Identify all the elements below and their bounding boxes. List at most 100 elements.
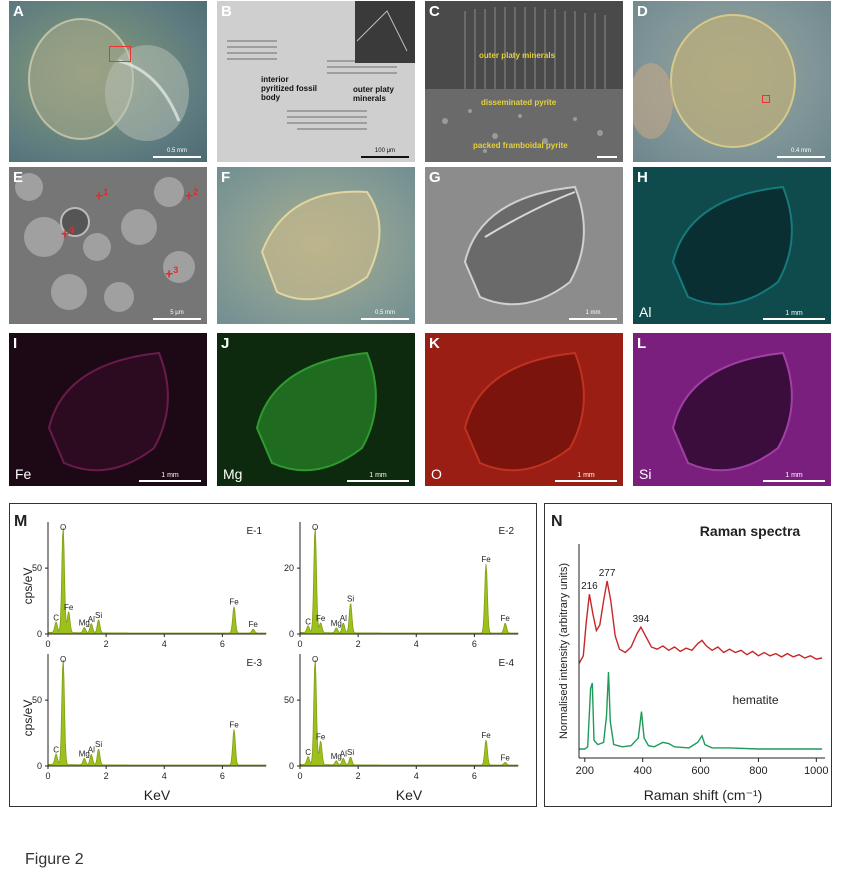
x-tick-label: 200	[576, 765, 594, 777]
x-tick-label: 400	[633, 765, 651, 777]
sample-spectrum-line	[578, 580, 823, 664]
panel-label-n: N	[551, 513, 563, 530]
peak-label: Fe	[316, 732, 326, 741]
peak-label: Mg	[331, 752, 342, 761]
peak-label: Al	[88, 615, 95, 624]
scale-bar: 1 mm	[763, 310, 825, 320]
panel-c: C outer platy minerals disseminated pyri…	[425, 1, 623, 162]
annotation-interior: interior pyritized fossil body	[261, 75, 318, 102]
sem-image-g	[425, 167, 623, 324]
raman-spectra-chart: N Raman spectra 216 277 394 hematite 200 400 600…	[544, 503, 832, 807]
x-axis-label: Raman shift (cm⁻¹)	[644, 787, 763, 803]
y-tick-label: 0	[289, 761, 294, 771]
panel-label-i: I	[13, 335, 18, 352]
panel-label-f: F	[221, 169, 231, 186]
panel-label-e: E	[13, 169, 24, 186]
peak-label: 277	[599, 568, 616, 579]
scale-bar: 1 mm	[139, 472, 201, 482]
peak-label: Fe	[501, 753, 511, 762]
panel-d: D 0.4 mm	[633, 1, 831, 162]
panel-k: K O 1 mm	[425, 333, 623, 486]
peak-label: Fe	[501, 614, 511, 623]
element-label: Al	[639, 304, 652, 320]
peak-label: C	[53, 613, 59, 622]
x-tick-label: 2	[356, 771, 361, 781]
peak-label: Al	[88, 745, 95, 754]
eds-spectra-chart: M 0 50 0 2 4 6 E-1 C O Fe Mg Al Si Fe Fe 0 20 0 2 4 6 E-2 C O Fe M…	[9, 503, 537, 807]
y-tick-label: 0	[37, 761, 42, 771]
eds-spectrum-area	[47, 659, 267, 767]
panel-g: G 1 mm	[425, 167, 623, 324]
scale-bar: 0.5 mm	[153, 148, 201, 158]
panel-label-g: G	[429, 169, 441, 186]
x-tick-label: 2	[104, 771, 109, 781]
fossil-photo-d	[633, 14, 796, 148]
y-tick-label: 50	[284, 695, 294, 705]
peak-label: O	[60, 655, 66, 664]
panel-label-d: D	[637, 3, 648, 20]
peak-label: Fe	[316, 614, 326, 623]
scale-bar: 1 mm	[569, 310, 617, 320]
x-tick-label: 1000	[804, 765, 828, 777]
scale-bar: 0.5 mm	[361, 310, 409, 320]
fossil-photo-a	[28, 18, 189, 141]
panel-label-k: K	[429, 335, 440, 352]
eds-map-al	[633, 167, 831, 324]
x-tick-label: 0	[45, 639, 50, 649]
peak-label: Si	[347, 594, 354, 603]
point-marker-4: +4	[61, 225, 75, 242]
panel-f: F 0.5 mm	[217, 167, 415, 324]
panel-a: A 0.5 mm	[9, 1, 207, 162]
panel-b: B interior pyritized fossil body outer p…	[217, 1, 415, 162]
peak-label: Si	[347, 748, 354, 757]
peak-label: Al	[340, 749, 347, 758]
sem-image-b	[217, 1, 415, 162]
peak-label: Fe	[481, 555, 491, 564]
annotation-outer: outer platy minerals	[353, 85, 394, 103]
panel-j: J Mg 1 mm	[217, 333, 415, 486]
annotation-disseminated: disseminated pyrite	[481, 98, 557, 107]
x-tick-label: 0	[297, 771, 302, 781]
subplot-name: E-1	[246, 526, 262, 537]
peak-label: 394	[633, 614, 650, 625]
subplot-name: E-3	[246, 658, 262, 669]
peak-label: C	[53, 745, 59, 754]
eds-map-fe	[9, 333, 207, 486]
eds-map-si	[633, 333, 831, 486]
x-tick-label: 4	[162, 771, 167, 781]
x-tick-label: 6	[220, 639, 225, 649]
element-label: Fe	[15, 466, 32, 482]
x-tick-label: 2	[356, 639, 361, 649]
eds-map-o	[425, 333, 623, 486]
element-label: Si	[639, 466, 652, 482]
element-label: O	[431, 466, 442, 482]
peak-label: C	[305, 748, 311, 757]
peak-label: O	[60, 523, 66, 532]
eds-spectrum-area	[299, 527, 519, 635]
x-tick-label: 6	[472, 639, 477, 649]
y-tick-label: 0	[289, 629, 294, 639]
panel-e: +1 +2 +3 +4 E 5 μm	[9, 167, 207, 324]
x-tick-label: 6	[220, 771, 225, 781]
annotation-packed: packed framboidal pyrite	[473, 141, 568, 150]
scale-bar: 1 mm	[555, 472, 617, 482]
panel-label-m: M	[14, 513, 27, 530]
scale-bar: 1 mm	[763, 472, 825, 482]
peak-label: Mg	[79, 619, 90, 628]
panel-label-b: B	[221, 3, 232, 20]
chart-title: Raman spectra	[700, 523, 801, 539]
x-tick-label: 600	[691, 765, 709, 777]
peak-label: Fe	[249, 620, 259, 629]
eds-spectrum-area	[47, 527, 267, 635]
peak-label: Al	[340, 614, 347, 623]
eds-map-mg	[217, 333, 415, 486]
panel-label-h: H	[637, 169, 648, 186]
annotation-outer-platy: outer platy minerals	[479, 51, 556, 60]
subplot-name: E-2	[498, 526, 514, 537]
y-axis-label: cps/eV	[21, 700, 35, 737]
subplot-name: E-4	[498, 658, 514, 669]
figure-caption: Figure 2	[25, 851, 84, 868]
